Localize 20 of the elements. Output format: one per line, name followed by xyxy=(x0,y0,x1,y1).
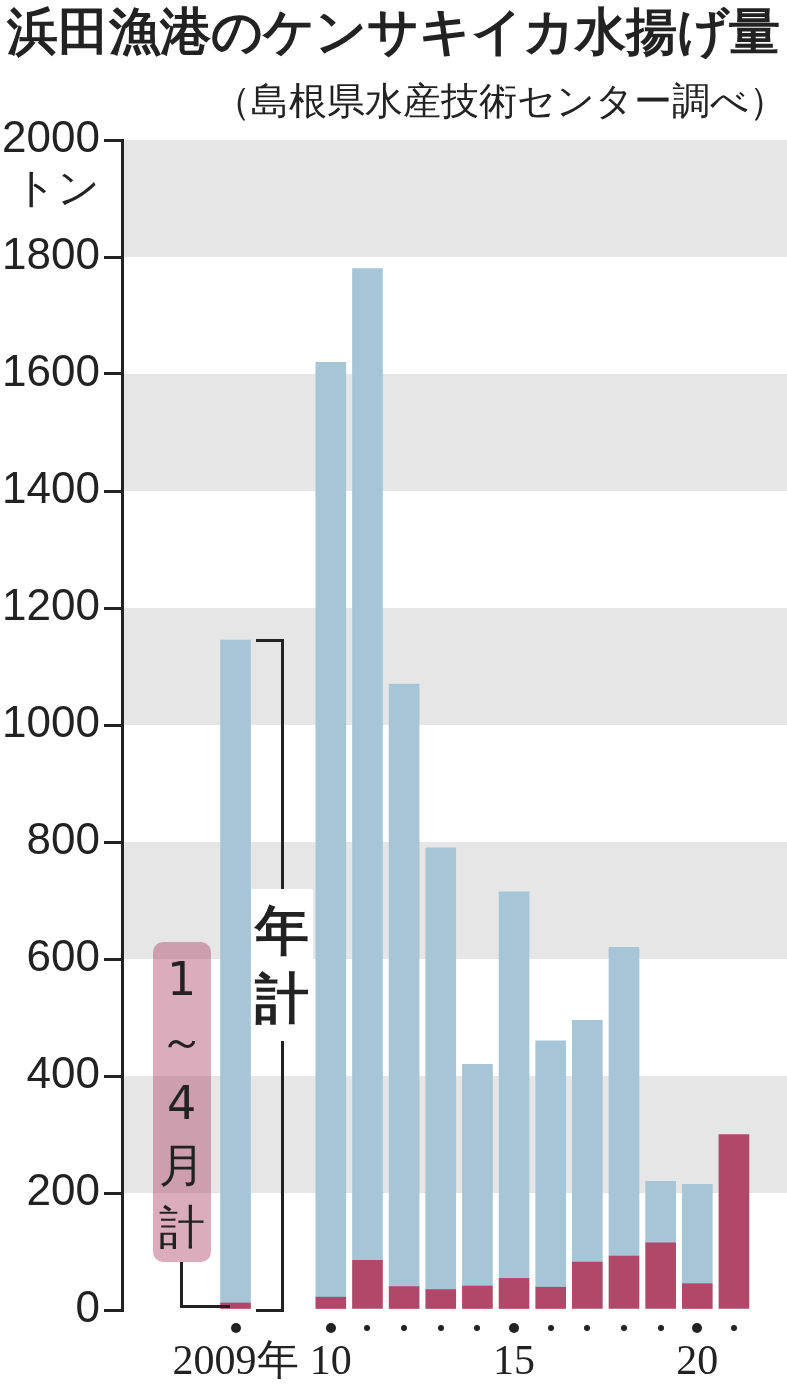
y-tick-label: 1000 xyxy=(2,697,100,747)
y-tick-label: 800 xyxy=(26,814,100,864)
y-tick-label: 1800 xyxy=(2,229,100,279)
x-tick-label: 10 xyxy=(309,1337,352,1384)
y-tick-label: 1200 xyxy=(2,580,100,630)
series-label: 1～4月計 xyxy=(158,952,205,1254)
series-label: 年計 xyxy=(255,899,310,1031)
x-tick-label: 20 xyxy=(676,1337,719,1384)
y-axis-title: トン xyxy=(14,163,100,212)
x-tick-label: 2009年 xyxy=(172,1337,299,1384)
y-tick-label: 1400 xyxy=(2,463,100,513)
y-tick-label: 600 xyxy=(26,931,100,981)
y-tick-label: 0 xyxy=(75,1282,100,1332)
y-tick-label: 1600 xyxy=(2,346,100,396)
chart-subtitle: （島根県水産技術センター調べ） xyxy=(213,79,787,123)
y-tick-label: 2000 xyxy=(2,112,100,162)
y-tick-label: 200 xyxy=(26,1165,100,1215)
chart-title: 浜田漁港のケンサキイカ水揚げ量 xyxy=(7,2,780,61)
x-tick-label: 15 xyxy=(493,1337,536,1384)
y-tick-label: 400 xyxy=(26,1048,100,1098)
